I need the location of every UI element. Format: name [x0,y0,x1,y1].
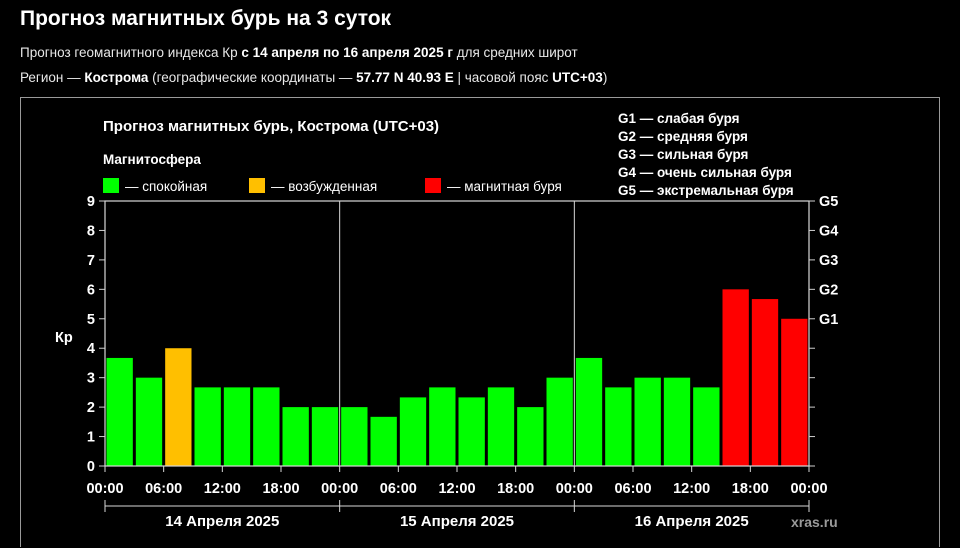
y-tick-label: 6 [87,282,95,298]
kp-bar [605,387,632,466]
legend-label-green: — спокойная [125,179,207,194]
g-scale-item-g5: G5 — экстремальная буря [618,183,794,198]
y-tick-label: 4 [87,341,95,357]
day-label: 14 Апреля 2025 [165,513,279,530]
legend-swatch-red [425,178,441,193]
kp-bar [135,377,163,466]
kp-bar [223,387,251,466]
g-scale-item-g2: G2 — средняя буря [618,129,748,144]
y-tick-label: 9 [87,194,95,210]
kp-bar [458,397,485,466]
y-tick-label: 2 [87,400,95,416]
x-tick-label: 18:00 [732,481,769,497]
x-tick-label: 00:00 [556,481,593,497]
region-city: Кострома [84,70,149,85]
g-scale-item-g3: G3 — сильная буря [618,147,748,162]
g-axis-label-g4: G4 [819,223,838,239]
y-tick-label: 3 [87,371,95,387]
subtitle-suffix: для средних широт [452,45,578,60]
page-title: Прогноз магнитных бурь на 3 суток [20,7,392,30]
kp-chart: Прогноз магнитных бурь, Кострома (UTC+03… [55,111,838,530]
kp-bar [663,377,691,466]
legend-label-orange: — возбужденная [271,179,377,194]
x-tick-label: 00:00 [86,481,123,497]
region-coords-label: (географические координаты — [148,70,357,85]
kp-bar [106,357,133,466]
kp-bar [370,416,397,466]
region-coords: 57.77 N 40.93 E [356,70,454,85]
day-label: 15 Апреля 2025 [400,513,514,530]
x-tick-label: 06:00 [145,481,182,497]
x-tick-label: 12:00 [438,481,475,497]
x-tick-label: 00:00 [790,481,827,497]
y-tick-label: 8 [87,223,95,239]
kp-bar [575,357,603,466]
chart-title: Прогноз магнитных бурь, Кострома (UTC+03… [103,118,439,135]
g-axis-label-g2: G2 [819,282,838,298]
g-scale-item-g4: G4 — очень сильная буря [618,165,792,180]
forecast-subtitle: Прогноз геомагнитного индекса Кр с 14 ап… [20,45,578,60]
plot-area [105,201,809,466]
kp-bar [517,407,544,466]
plot-background [105,201,809,466]
subtitle-prefix: Прогноз геомагнитного индекса Кр [20,45,242,60]
forecast-period: с 14 апреля по 16 апреля 2025 г [241,45,453,60]
timezone-label: | часовой пояс [453,70,553,85]
legend-title: Магнитосфера [103,152,201,167]
x-tick-label: 06:00 [614,481,651,497]
g-scale-legend: G1 — слабая буря G2 — средняя буря G3 — си… [618,111,794,198]
kp-bar [546,377,573,466]
y-tick-label: 7 [87,253,95,269]
kp-bar [693,387,720,466]
y-axis-label: Кр [55,330,73,346]
x-tick-label: 12:00 [673,481,710,497]
day-label: 16 Апреля 2025 [635,513,749,530]
timezone-value: UTC+03 [552,70,603,85]
legend-swatch-green [103,178,119,193]
x-tick-label: 00:00 [321,481,358,497]
axes: 0 1 2 3 4 5 6 7 8 9 G1 G2 G3 G4 G5 00:00 06:00 12:00 18:00… [86,194,838,530]
kp-bar [751,299,779,466]
y-tick-label: 0 [87,459,95,475]
watermark: xras.ru [791,514,838,530]
g-axis-label-g1: G1 [819,312,838,328]
kp-bar [165,348,192,466]
kp-bar [282,407,309,466]
y-tick-label: 1 [87,430,95,446]
region-end: ) [602,70,608,85]
legend: — спокойная — возбужденная — магнитная бур… [103,178,562,194]
kp-bar [429,387,456,466]
kp-bar [399,397,427,466]
kp-bar [341,407,368,466]
g-axis-label-g5: G5 [819,194,838,210]
legend-swatch-orange [249,178,265,193]
bars [106,289,808,466]
kp-bar [722,289,749,466]
kp-bar [634,377,661,466]
kp-bar [311,407,339,466]
kp-bar [194,387,221,466]
y-tick-label: 5 [87,312,95,328]
x-tick-label: 18:00 [497,481,534,497]
kp-bar [781,318,808,466]
region-prefix: Регион — [20,70,85,85]
g-axis-label-g3: G3 [819,253,838,269]
chart-frame: Прогноз магнитных бурь, Кострома (UTC+03… [20,97,940,547]
kp-bar [487,387,515,466]
g-scale-item-g1: G1 — слабая буря [618,111,740,126]
x-tick-label: 06:00 [380,481,417,497]
x-tick-label: 12:00 [204,481,241,497]
x-tick-label: 18:00 [262,481,299,497]
kp-bar [253,387,280,466]
legend-label-red: — магнитная буря [447,179,562,194]
region-info: Регион — Кострома (географические коорди… [20,70,607,85]
